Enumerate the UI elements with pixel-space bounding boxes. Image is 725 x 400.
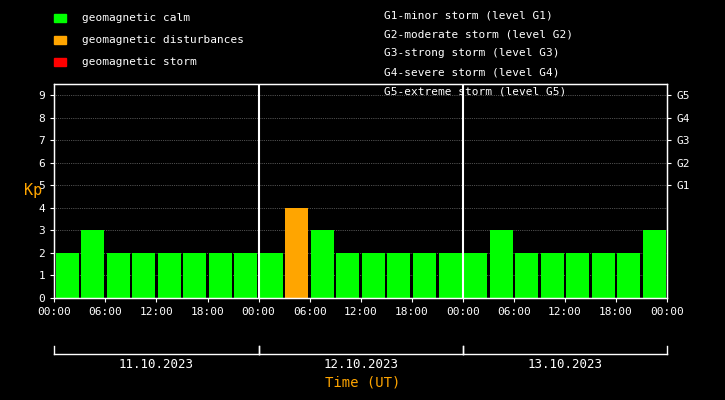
Bar: [464, 253, 487, 298]
Text: G3-strong storm (level G3): G3-strong storm (level G3): [384, 48, 560, 58]
Text: G5-extreme storm (level G5): G5-extreme storm (level G5): [384, 87, 566, 97]
Bar: [286, 208, 308, 298]
Bar: [387, 253, 410, 298]
Y-axis label: Kp: Kp: [24, 184, 42, 198]
Bar: [336, 253, 360, 298]
Bar: [489, 230, 513, 298]
Bar: [183, 253, 206, 298]
Text: geomagnetic disturbances: geomagnetic disturbances: [82, 35, 244, 45]
Text: 12.10.2023: 12.10.2023: [323, 358, 398, 370]
Text: G2-moderate storm (level G2): G2-moderate storm (level G2): [384, 29, 573, 39]
Bar: [515, 253, 538, 298]
Bar: [617, 253, 640, 298]
Bar: [260, 253, 283, 298]
Bar: [541, 253, 563, 298]
Text: geomagnetic calm: geomagnetic calm: [82, 13, 190, 23]
Bar: [81, 230, 104, 298]
Text: 11.10.2023: 11.10.2023: [119, 358, 194, 370]
Text: G1-minor storm (level G1): G1-minor storm (level G1): [384, 10, 553, 20]
Bar: [439, 253, 462, 298]
Text: Time (UT): Time (UT): [325, 376, 400, 390]
Bar: [413, 253, 436, 298]
Bar: [209, 253, 232, 298]
Bar: [566, 253, 589, 298]
Bar: [56, 253, 78, 298]
Text: geomagnetic storm: geomagnetic storm: [82, 57, 196, 67]
Bar: [311, 230, 334, 298]
Text: 13.10.2023: 13.10.2023: [527, 358, 602, 370]
Bar: [362, 253, 385, 298]
Bar: [643, 230, 666, 298]
Text: G4-severe storm (level G4): G4-severe storm (level G4): [384, 68, 560, 78]
Bar: [234, 253, 257, 298]
Bar: [592, 253, 615, 298]
Bar: [107, 253, 130, 298]
Bar: [158, 253, 181, 298]
Bar: [132, 253, 155, 298]
